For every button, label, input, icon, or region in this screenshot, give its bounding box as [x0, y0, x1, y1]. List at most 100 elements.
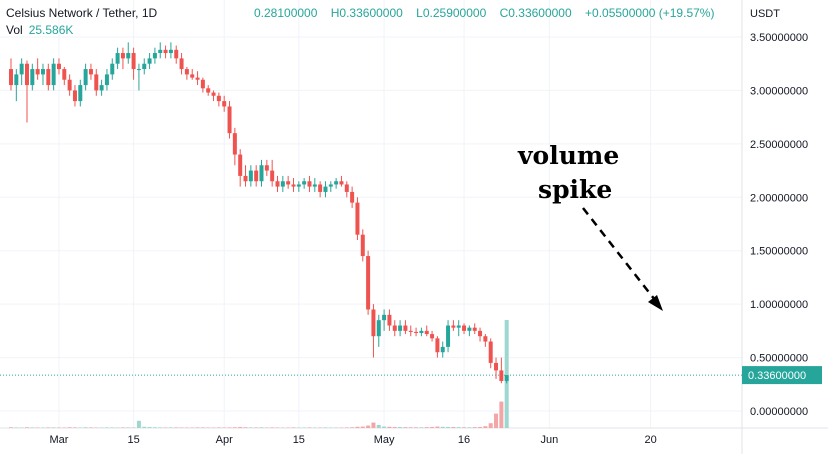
- volume-bar: [168, 427, 173, 428]
- volume-annotation-line2: spike: [538, 175, 613, 204]
- volume-bar: [504, 320, 509, 428]
- candle-body: [158, 49, 163, 54]
- candle-body: [446, 325, 451, 347]
- volume-bar: [462, 427, 467, 428]
- candle-body: [206, 88, 211, 93]
- candle-body: [147, 58, 152, 64]
- volume-bar: [398, 427, 403, 428]
- high-value: H0.33600000: [330, 6, 403, 20]
- x-tick-label: 15: [293, 434, 305, 446]
- volume-bar: [259, 427, 264, 428]
- candle-body: [110, 63, 115, 75]
- volume-bar: [110, 427, 115, 428]
- candle-body: [35, 69, 40, 75]
- candle-body: [72, 90, 77, 102]
- volume-bar: [158, 427, 163, 428]
- candle-body: [334, 181, 339, 185]
- candle-body: [467, 327, 472, 331]
- candle-body: [408, 330, 413, 332]
- candle-body: [478, 330, 483, 337]
- candle-body: [99, 85, 104, 91]
- volume-bar: [67, 427, 72, 428]
- candle-body: [264, 165, 269, 171]
- volume-bar: [200, 427, 205, 428]
- volume-bar: [243, 427, 248, 428]
- volume-bar: [366, 425, 371, 428]
- candle-body: [328, 184, 333, 187]
- x-tick-label: Mar: [49, 434, 68, 446]
- candle-body: [483, 336, 488, 342]
- symbol-title[interactable]: Celsius Network / Tether, 1D: [6, 6, 158, 20]
- volume-bar: [435, 426, 440, 428]
- volume-bar: [152, 427, 157, 428]
- candle-body: [200, 79, 205, 89]
- volume-bar: [142, 426, 147, 428]
- candle-body: [120, 53, 125, 59]
- x-axis: Mar 15 Apr 15 May 16 Jun 20: [49, 434, 656, 446]
- volume-bar: [350, 427, 355, 428]
- volume-bar: [136, 420, 141, 428]
- candle-body: [184, 69, 189, 75]
- volume-bar: [494, 413, 499, 428]
- candle-body: [174, 49, 179, 59]
- candle-body: [296, 184, 301, 187]
- candle-body: [398, 325, 403, 331]
- candle-body: [382, 314, 387, 321]
- candle-body: [62, 69, 67, 80]
- volume-bar: [254, 427, 259, 428]
- volume-bar: [51, 427, 56, 428]
- volume-bar: [147, 427, 152, 428]
- y-tick-label: 0.00000000: [750, 406, 808, 418]
- candle-body: [46, 69, 51, 86]
- volume-bar: [446, 426, 451, 428]
- candle-body: [376, 320, 381, 337]
- volume-bar: [392, 427, 397, 428]
- volume-bar: [30, 427, 35, 428]
- last-price-badge: [742, 366, 822, 385]
- volume-bar: [227, 427, 232, 428]
- candle-body: [216, 95, 221, 102]
- candle-body: [435, 338, 440, 353]
- volume-bar: [478, 427, 483, 428]
- candle-body: [387, 314, 392, 326]
- volume-bar: [456, 427, 461, 428]
- candle-body: [488, 341, 493, 363]
- candle-body: [462, 325, 467, 331]
- volume-bar: [376, 425, 381, 428]
- candle-body: [67, 79, 72, 91]
- candle-body: [83, 69, 88, 86]
- candle-body: [414, 331, 419, 333]
- y-tick-label: 3.50000000: [750, 32, 808, 44]
- candle-body: [136, 69, 141, 71]
- volume-bar: [424, 427, 429, 428]
- candle-body: [9, 69, 13, 86]
- volume-bar: [24, 427, 29, 428]
- candle-body: [227, 106, 232, 134]
- candle-body: [312, 184, 317, 187]
- volume-bar: [371, 422, 376, 428]
- candle-body: [472, 327, 477, 331]
- candle-body: [168, 49, 173, 54]
- volume-bar: [414, 427, 419, 428]
- y-tick-label: 2.50000000: [750, 139, 808, 151]
- x-tick-label: 20: [644, 434, 656, 446]
- candle-body: [19, 63, 24, 75]
- volume-bar: [72, 427, 77, 428]
- volume-legend: Vol 25.586K: [6, 23, 73, 37]
- volume-bar: [467, 427, 472, 428]
- candle-body: [259, 165, 264, 182]
- candle-body: [211, 92, 216, 96]
- volume-bar: [238, 427, 243, 428]
- candle-body: [254, 170, 259, 182]
- volume-bar: [483, 426, 488, 428]
- candle-body: [238, 154, 243, 176]
- candle-body: [307, 181, 312, 187]
- volume-bar: [472, 427, 477, 428]
- candle-body: [243, 175, 248, 182]
- ohlc-values: 0.28100000 H0.33600000 L0.25900000 C0.33…: [254, 6, 724, 20]
- volume-bar: [174, 427, 179, 428]
- x-tick-label: 16: [458, 434, 470, 446]
- x-tick-label: May: [374, 434, 395, 446]
- annotation-arrow: [582, 207, 663, 311]
